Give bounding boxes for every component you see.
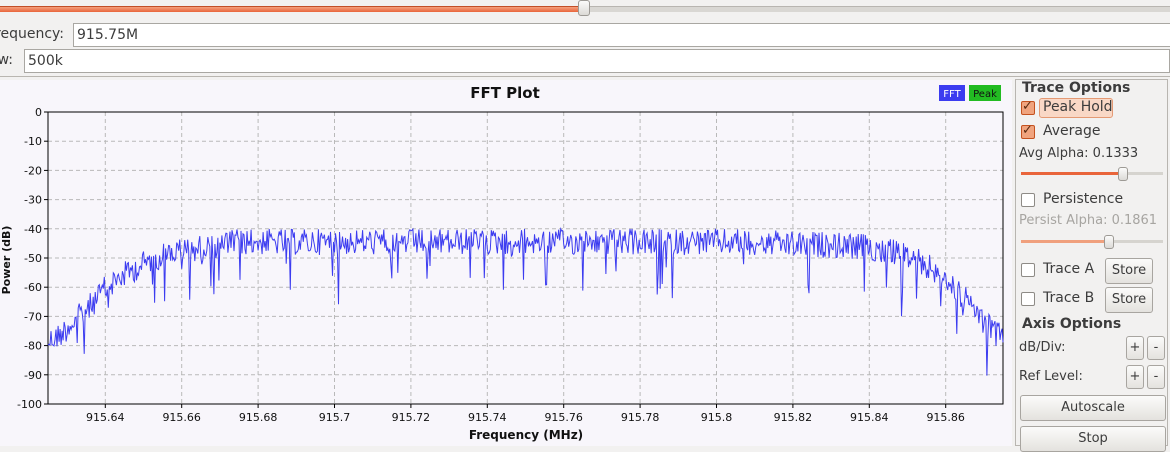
peak-hold-label[interactable]: Peak Hold	[1043, 99, 1113, 115]
x-axis-label: Frequency (MHz)	[469, 428, 583, 442]
y-tick-label: 0	[35, 106, 42, 119]
persist-alpha-label: Persist Alpha: 0.1861	[1019, 213, 1158, 228]
y-tick-label: -90	[24, 369, 42, 382]
y-axis-label: Power (dB)	[0, 226, 13, 295]
y-tick-label: -20	[24, 164, 42, 177]
fft-plot-svg: FFT Plot FFT Peak 0 -10 -20 -30 -40 -50 -60 -70 -…	[0, 84, 1004, 442]
trace-a-checkbox[interactable]	[1021, 263, 1035, 277]
x-tick-label: 915.86	[926, 411, 965, 424]
db-div-plus-button[interactable]: +	[1126, 336, 1144, 360]
y-tick-label: -80	[24, 340, 42, 353]
fft-series-line	[47, 227, 1004, 376]
bw-input[interactable]: 500k	[24, 49, 1170, 73]
axis-options-title: Axis Options	[1022, 316, 1122, 332]
trace-b-checkbox[interactable]	[1021, 292, 1035, 306]
bw-label: Bw:	[0, 52, 14, 68]
y-axis-ticks: 0 -10 -20 -30 -40 -50 -60 -70 -80 -90 -100	[17, 106, 48, 411]
average-label[interactable]: Average	[1043, 123, 1101, 139]
ref-level-label: Ref Level:	[1019, 369, 1083, 384]
average-checkbox[interactable]	[1021, 123, 1035, 139]
plot-frame	[47, 111, 1004, 405]
persistence-label[interactable]: Persistence	[1043, 191, 1124, 207]
persist-alpha-slider[interactable]	[1021, 235, 1163, 249]
trace-a-label[interactable]: Trace A	[1043, 261, 1095, 277]
legend-swatch-peak	[969, 85, 1001, 101]
y-tick-label: -10	[24, 135, 42, 148]
x-axis-ticks: 915.64 915.66 915.68 915.7 915.72 915.74 915.7…	[86, 404, 965, 424]
top-slider[interactable]	[0, 0, 1170, 18]
x-tick-label: 915.76	[544, 411, 583, 424]
x-tick-label: 915.8	[701, 411, 733, 424]
x-tick-label: 915.64	[86, 411, 125, 424]
y-tick-label: -60	[24, 281, 42, 294]
peak-hold-highlight	[1039, 98, 1113, 118]
persist-alpha-knob[interactable]	[1104, 235, 1115, 249]
grid	[48, 112, 1003, 404]
persist-alpha-fill	[1021, 240, 1110, 243]
avg-alpha-fill	[1021, 172, 1124, 175]
legend: FFT Peak	[939, 85, 1001, 101]
frequency-input[interactable]: 915.75M	[73, 23, 1170, 47]
peak-hold-checkbox[interactable]	[1021, 99, 1035, 115]
legend-swatch-fft	[939, 85, 965, 101]
db-div-minus-button[interactable]: -	[1147, 336, 1165, 360]
x-tick-label: 915.74	[468, 411, 507, 424]
avg-alpha-knob[interactable]	[1118, 167, 1129, 181]
x-tick-label: 915.82	[774, 411, 813, 424]
top-slider-fill	[0, 6, 584, 12]
trace-a-store-button[interactable]: Store	[1105, 258, 1153, 284]
x-tick-label: 915.72	[392, 411, 431, 424]
db-div-label: dB/Div:	[1019, 340, 1066, 355]
trace-options-title: Trace Options	[1022, 80, 1131, 96]
ref-level-plus-button[interactable]: +	[1126, 365, 1144, 389]
y-tick-label: -100	[17, 398, 42, 411]
y-tick-label: -50	[24, 252, 42, 265]
avg-alpha-label: Avg Alpha: 0.1333	[1019, 146, 1139, 161]
x-tick-label: 915.7	[319, 411, 351, 424]
avg-alpha-slider[interactable]	[1021, 167, 1163, 181]
trace-b-label[interactable]: Trace B	[1043, 290, 1095, 306]
top-slider-knob[interactable]	[578, 0, 590, 16]
frequency-label: Frequency:	[0, 26, 65, 42]
persistence-checkbox[interactable]	[1021, 193, 1035, 207]
ref-level-minus-button[interactable]: -	[1147, 365, 1165, 389]
y-tick-label: -30	[24, 194, 42, 207]
autoscale-button[interactable]: Autoscale	[1020, 395, 1166, 421]
y-tick-label: -70	[24, 310, 42, 323]
trace-b-store-button[interactable]: Store	[1105, 287, 1153, 313]
x-tick-label: 915.66	[162, 411, 201, 424]
legend-label-fft: FFT	[943, 89, 961, 100]
plot-title: FFT Plot	[470, 84, 540, 102]
y-tick-label: -40	[24, 223, 42, 236]
x-tick-label: 915.68	[239, 411, 278, 424]
x-tick-label: 915.78	[621, 411, 660, 424]
fft-plot[interactable]: FFT Plot FFT Peak 0 -10 -20 -30 -40 -50 -60 -70 -…	[0, 80, 1012, 446]
x-tick-label: 915.84	[850, 411, 889, 424]
separator	[0, 76, 1170, 77]
stop-button[interactable]: Stop	[1020, 426, 1166, 452]
legend-label-peak: Peak	[973, 89, 997, 100]
